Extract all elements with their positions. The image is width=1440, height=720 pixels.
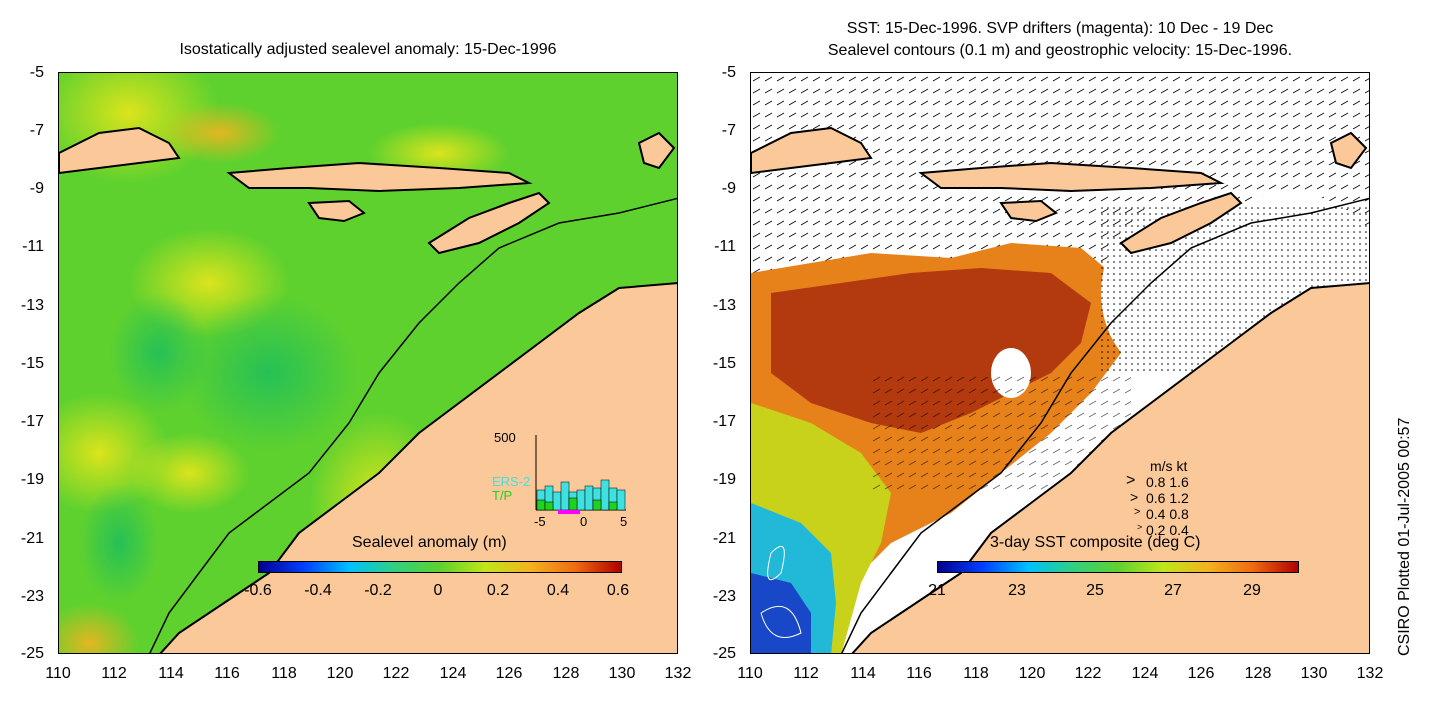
inset-x-tick-0: 0 (580, 514, 588, 529)
x-tick: 130 (608, 665, 636, 682)
y-tick: -13 (20, 297, 44, 314)
right-colorbar-title: 3-day SST composite (deg C) (990, 534, 1201, 551)
right-colorbar-tick: 29 (1243, 582, 1261, 599)
right-panel-title-line1: SST: 15-Dec-1996. SVP drifters (magenta)… (846, 20, 1274, 37)
right-panel-title-line2: Sealevel contours (0.1 m) and geostrophi… (827, 42, 1293, 59)
right-colorbar-tick: 23 (1008, 582, 1026, 599)
y-tick: -25 (20, 645, 44, 662)
velocity-legend-row: 0.2 0.4 (1146, 522, 1189, 538)
y-tick: -7 (721, 122, 736, 139)
x-tick: 120 (1018, 665, 1046, 682)
right-colorbar-tick: 25 (1086, 582, 1104, 599)
x-tick: 112 (101, 665, 127, 682)
x-tick: 124 (439, 665, 467, 682)
y-tick: -21 (712, 530, 736, 547)
y-tick: -21 (20, 530, 44, 547)
y-tick: -15 (712, 355, 736, 372)
velocity-legend-header: m/s kt (1150, 458, 1188, 474)
left-colorbar-tick: 0.4 (546, 582, 570, 599)
x-tick: 124 (1131, 665, 1159, 682)
x-tick: 110 (737, 665, 763, 682)
y-tick: -11 (714, 238, 736, 255)
velocity-arrow-icon: > (1137, 522, 1143, 532)
y-tick: -17 (20, 413, 44, 430)
y-tick: -15 (20, 355, 44, 372)
velocity-legend-row: 0.8 1.6 (1146, 474, 1189, 490)
sealevel-anomaly-map-graphic (59, 73, 677, 653)
left-colorbar-tick: -0.6 (244, 582, 272, 599)
y-tick: -19 (20, 471, 44, 488)
left-colorbar-tick: -0.2 (364, 582, 392, 599)
y-tick: -5 (721, 64, 736, 81)
velocity-arrow-icon: > (1134, 506, 1141, 518)
left-colorbar-tick: 0.2 (486, 582, 510, 599)
x-tick: 130 (1300, 665, 1328, 682)
inset-series-tp: T/P (492, 488, 513, 503)
y-tick: -25 (712, 645, 736, 662)
x-tick: 110 (45, 665, 71, 682)
x-tick: 118 (963, 665, 989, 682)
inset-series-ers2: ERS-2 (492, 474, 531, 489)
y-tick: -5 (29, 64, 44, 81)
x-tick: 114 (158, 665, 184, 682)
y-tick: -23 (712, 588, 736, 605)
x-tick: 128 (552, 665, 580, 682)
velocity-legend-row: 0.4 0.8 (1146, 506, 1189, 522)
sst-velocity-map-graphic (751, 73, 1369, 653)
x-tick: 126 (1187, 665, 1215, 682)
sealevel-anomaly-map (58, 72, 678, 654)
left-colorbar (258, 561, 622, 573)
y-tick: -7 (29, 122, 44, 139)
left-colorbar-tick: 0 (433, 582, 443, 599)
sst-velocity-map (750, 72, 1370, 654)
x-tick: 132 (1356, 665, 1384, 682)
x-tick: 112 (793, 665, 819, 682)
left-colorbar-title: Sealevel anomaly (m) (352, 534, 507, 551)
y-tick: -17 (712, 413, 736, 430)
x-tick: 116 (214, 665, 240, 682)
y-tick: -19 (712, 471, 736, 488)
x-tick: 126 (495, 665, 523, 682)
inset-ymax-label: 500 (494, 430, 516, 445)
x-tick: 120 (326, 665, 354, 682)
right-colorbar-tick: 27 (1164, 582, 1182, 599)
velocity-arrow-icon: > (1130, 489, 1139, 505)
y-tick: -9 (721, 180, 736, 197)
altimeter-count-inset (535, 435, 626, 514)
left-panel-title: Isostatically adjusted sealevel anomaly:… (179, 41, 557, 58)
x-tick: 122 (382, 665, 410, 682)
right-colorbar (937, 561, 1299, 573)
x-tick: 116 (906, 665, 932, 682)
x-tick: 132 (664, 665, 692, 682)
left-colorbar-tick: 0.6 (606, 582, 630, 599)
x-tick: 118 (271, 665, 297, 682)
left-colorbar-tick: -0.4 (304, 582, 332, 599)
y-tick: -9 (29, 180, 44, 197)
plot-credit-label: CSIRO Plotted 01-Jul-2005 00:57 (1396, 417, 1413, 656)
y-tick: -13 (712, 297, 736, 314)
y-tick: -11 (22, 238, 44, 255)
x-tick: 122 (1074, 665, 1102, 682)
y-tick: -23 (20, 588, 44, 605)
inset-x-tick-5: 5 (620, 514, 628, 529)
x-tick: 128 (1244, 665, 1272, 682)
velocity-arrow-icon: > (1126, 472, 1136, 489)
right-colorbar-tick: 21 (928, 582, 946, 599)
inset-x-tick-neg5: -5 (534, 514, 546, 529)
x-tick: 114 (850, 665, 876, 682)
velocity-legend-row: 0.6 1.2 (1146, 490, 1189, 506)
